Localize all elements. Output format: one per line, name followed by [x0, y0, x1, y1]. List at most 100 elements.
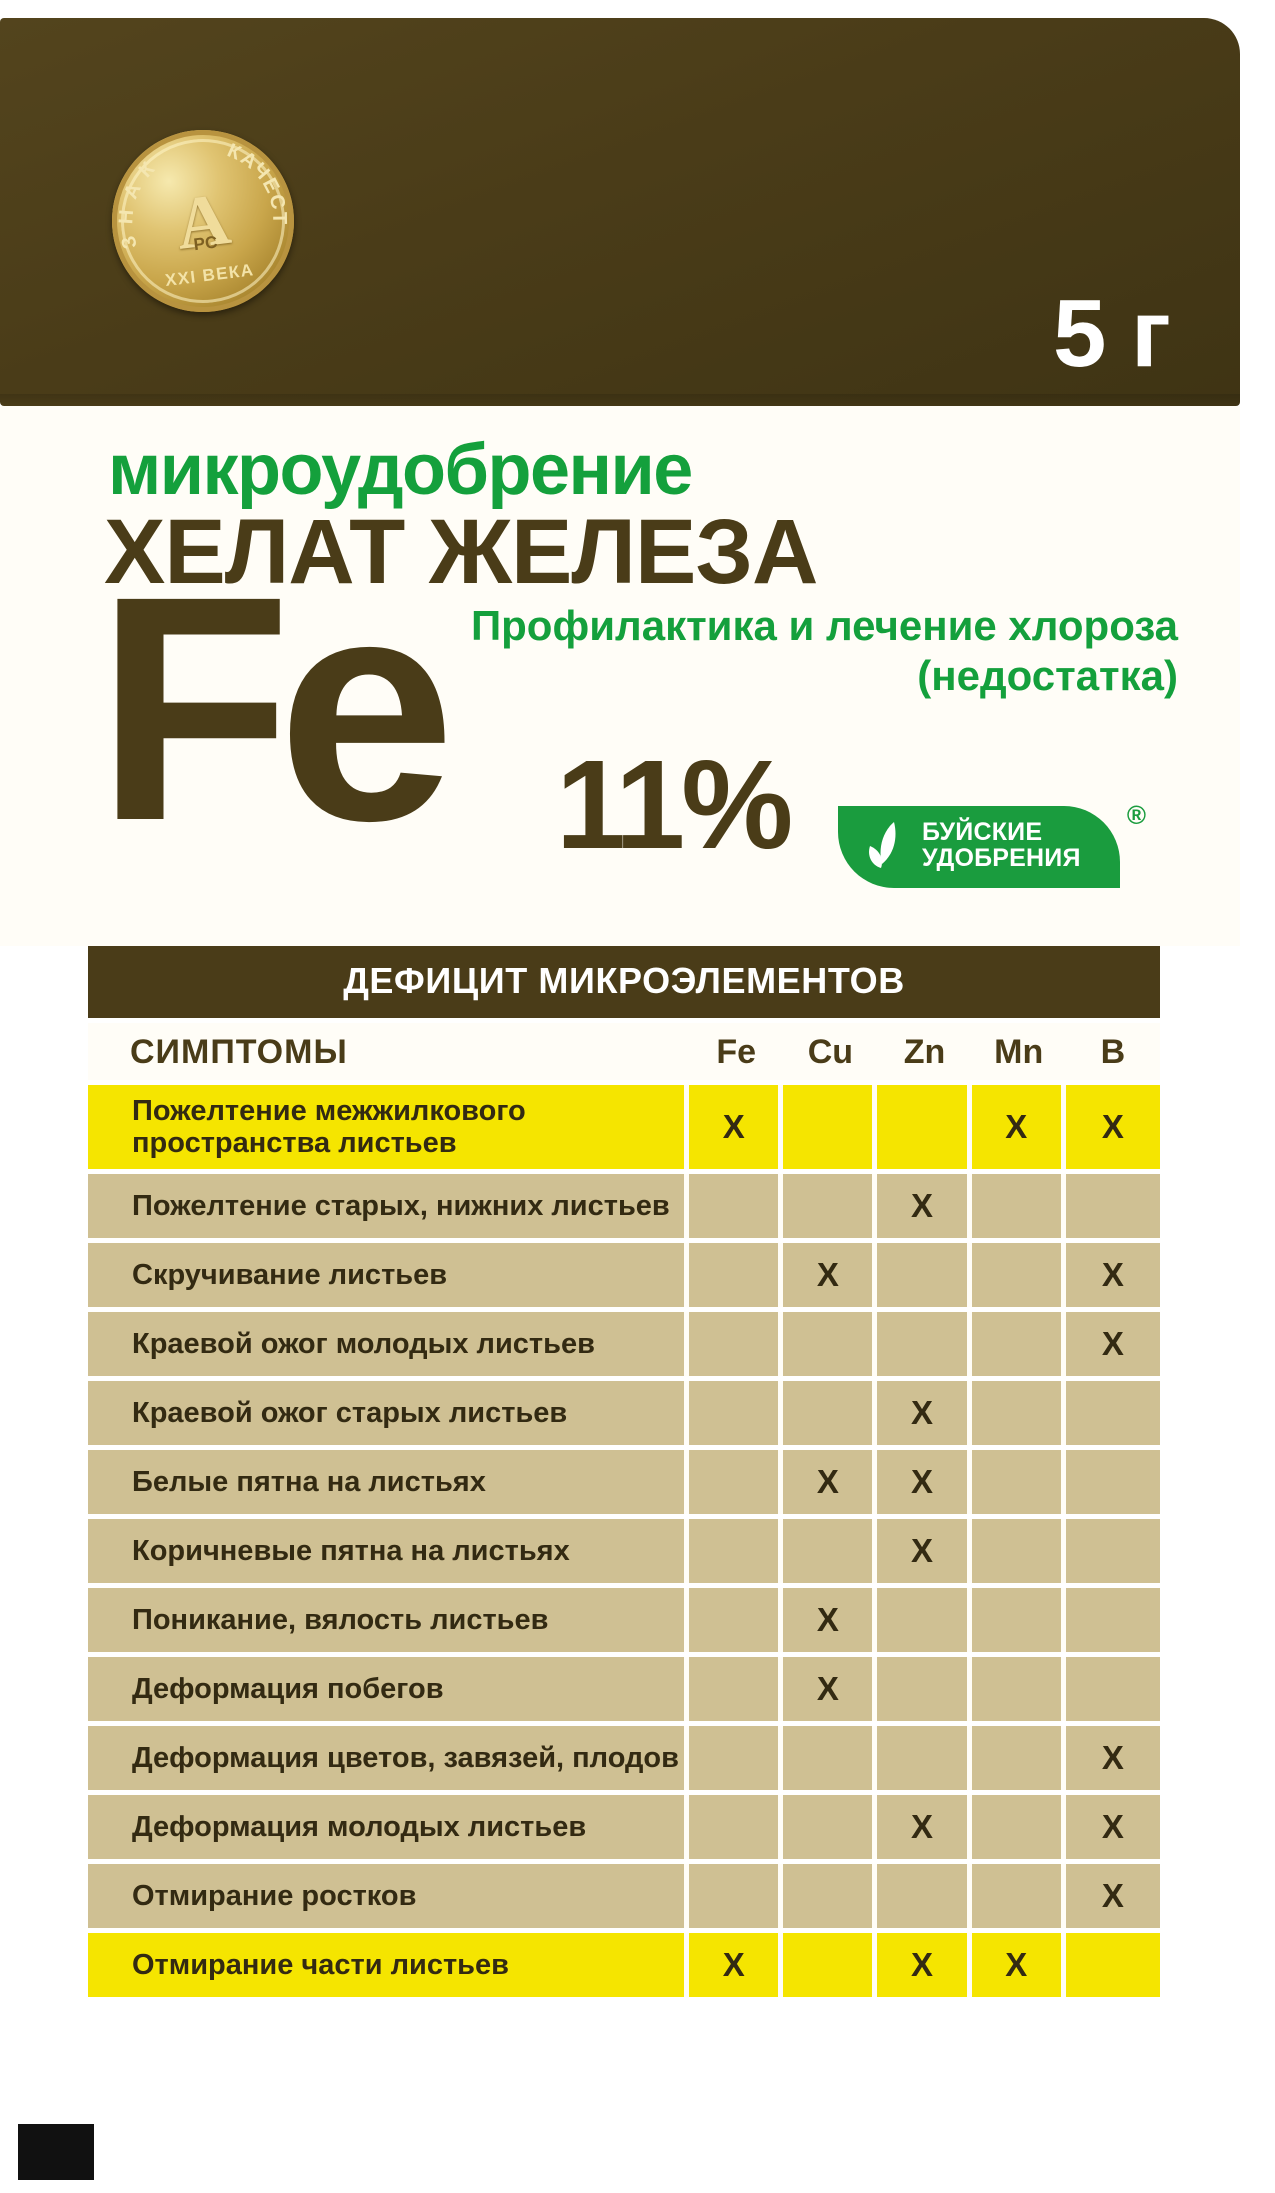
table-row: Пожелтение межжилкового пространства лис… — [88, 1085, 1160, 1169]
symptom-label: Белые пятна на листьях — [88, 1450, 690, 1514]
top-brown-band: З Н А К КАЧЕСТВА A РС XXI ВЕКА 5 г — [0, 18, 1240, 406]
symptom-mark-mn — [971, 1174, 1066, 1238]
symptom-mark-cu — [783, 1795, 878, 1859]
symptom-mark-b: X — [1065, 1085, 1160, 1169]
table-row: Деформация побегов X — [88, 1657, 1160, 1721]
symptom-mark-zn — [877, 1243, 972, 1307]
product-kicker: микроудобрение — [108, 430, 693, 510]
symptom-mark-b — [1065, 1381, 1160, 1445]
symptom-mark-fe — [689, 1450, 784, 1514]
brand-name-line2: УДОБРЕНИЯ — [922, 843, 1081, 872]
symptom-mark-mn — [971, 1243, 1066, 1307]
symptom-mark-cu: X — [783, 1588, 878, 1652]
brand-name-line1: БУЙСКИЕ — [922, 818, 1043, 846]
symptom-mark-mn — [971, 1588, 1066, 1652]
symptom-mark-zn: X — [877, 1450, 972, 1514]
leaf-icon — [869, 822, 896, 868]
column-header-fe: Fe — [689, 1023, 784, 1080]
symptom-mark-zn — [877, 1312, 972, 1376]
table-row: Коричневые пятна на листьях X — [88, 1519, 1160, 1583]
symptom-mark-zn — [877, 1657, 972, 1721]
bottom-seal-strip — [0, 2112, 1240, 2184]
symptom-label: Отмирание части листьев — [88, 1933, 690, 1997]
net-weight: 5 г — [1052, 280, 1171, 387]
symptom-mark-fe — [689, 1312, 784, 1376]
symptom-mark-cu: X — [783, 1657, 878, 1721]
tear-notch-mark — [18, 2124, 94, 2180]
symptom-label: Деформация молодых листьев — [88, 1795, 690, 1859]
brand-name: БУЙСКИЕ УДОБРЕНИЯ — [922, 818, 1081, 872]
symptom-mark-fe — [689, 1381, 784, 1445]
symptom-mark-mn — [971, 1450, 1066, 1514]
table-header-row: СИМПТОМЫ Fe Cu Zn Mn B — [88, 1023, 1160, 1080]
symptom-mark-fe — [689, 1726, 784, 1790]
table-banner: ДЕФИЦИТ МИКРОЭЛЕМЕНТОВ — [88, 946, 1160, 1018]
symptom-mark-b — [1065, 1519, 1160, 1583]
symptom-mark-fe — [689, 1588, 784, 1652]
symptom-mark-zn: X — [877, 1174, 972, 1238]
symptom-mark-cu — [783, 1085, 878, 1169]
table-row: Деформация молодых листьев X X — [88, 1795, 1160, 1859]
table-row: Поникание, вялость листьев X — [88, 1588, 1160, 1652]
symptom-mark-mn — [971, 1381, 1066, 1445]
product-subtitle-line1: Профилактика и лечение хлороза — [470, 602, 1178, 649]
symptom-mark-mn: X — [971, 1933, 1066, 1997]
element-percent: 11% — [556, 734, 793, 875]
symptom-mark-mn — [971, 1519, 1066, 1583]
symptom-label: Пожелтение старых, нижних листьев — [88, 1174, 690, 1238]
table-row: Скручивание листьев X X — [88, 1243, 1160, 1307]
table-row: Краевой ожог старых листьев X — [88, 1381, 1160, 1445]
symptom-mark-b: X — [1065, 1243, 1160, 1307]
table-row: Краевой ожог молодых листьев X — [88, 1312, 1160, 1376]
table-body: Пожелтение межжилкового пространства лис… — [88, 1085, 1160, 1997]
symptom-mark-b — [1065, 1657, 1160, 1721]
symptom-mark-b: X — [1065, 1795, 1160, 1859]
symptom-mark-cu — [783, 1381, 878, 1445]
element-symbol: Fe — [96, 529, 455, 887]
symptom-mark-cu — [783, 1312, 878, 1376]
deficiency-table: ДЕФИЦИТ МИКРОЭЛЕМЕНТОВ СИМПТОМЫ Fe Cu Zn… — [88, 946, 1160, 2002]
symptom-label: Деформация цветов, завязей, плодов — [88, 1726, 690, 1790]
symptom-label: Отмирание ростков — [88, 1864, 690, 1928]
column-header-zn: Zn — [877, 1023, 972, 1080]
symptom-mark-b — [1065, 1174, 1160, 1238]
table-head: СИМПТОМЫ Fe Cu Zn Mn B — [88, 1023, 1160, 1080]
sachet-body: З Н А К КАЧЕСТВА A РС XXI ВЕКА 5 г микро… — [0, 8, 1258, 2184]
symptom-mark-cu — [783, 1519, 878, 1583]
table-row: Пожелтение старых, нижних листьев X — [88, 1174, 1160, 1238]
symptom-mark-cu: X — [783, 1243, 878, 1307]
symptom-mark-cu: X — [783, 1450, 878, 1514]
symptom-mark-fe — [689, 1864, 784, 1928]
symptom-mark-zn — [877, 1588, 972, 1652]
symptom-mark-mn — [971, 1657, 1066, 1721]
column-header-cu: Cu — [783, 1023, 878, 1080]
symptom-mark-fe — [689, 1243, 784, 1307]
symptom-mark-zn — [877, 1085, 972, 1169]
table-row: Отмирание части листьев X X X — [88, 1933, 1160, 1997]
symptom-table: СИМПТОМЫ Fe Cu Zn Mn B Пожелтение межжил… — [88, 1018, 1160, 2002]
symptom-label: Коричневые пятна на листьях — [88, 1519, 690, 1583]
symptom-mark-mn: X — [971, 1085, 1066, 1169]
symptom-mark-cu — [783, 1864, 878, 1928]
symptom-label: Скручивание листьев — [88, 1243, 690, 1307]
symptom-mark-zn: X — [877, 1795, 972, 1859]
symptom-mark-mn — [971, 1864, 1066, 1928]
symptom-mark-b — [1065, 1588, 1160, 1652]
symptom-label: Поникание, вялость листьев — [88, 1588, 690, 1652]
symptom-mark-zn — [877, 1864, 972, 1928]
quality-mark-medallion: З Н А К КАЧЕСТВА A РС XXI ВЕКА — [101, 119, 305, 323]
symptom-mark-fe: X — [689, 1085, 784, 1169]
symptom-mark-zn: X — [877, 1933, 972, 1997]
symptom-mark-b: X — [1065, 1312, 1160, 1376]
column-header-symptoms: СИМПТОМЫ — [88, 1023, 690, 1080]
column-header-mn: Mn — [971, 1023, 1066, 1080]
column-header-b: B — [1065, 1023, 1160, 1080]
table-row: Белые пятна на листьях X X — [88, 1450, 1160, 1514]
symptom-mark-b — [1065, 1450, 1160, 1514]
symptom-mark-cu — [783, 1933, 878, 1997]
headline-block: микроудобрение ХЕЛАТ ЖЕЛЕЗА Fe Профилакт… — [0, 406, 1240, 946]
symptom-mark-zn: X — [877, 1381, 972, 1445]
symptom-label: Краевой ожог молодых листьев — [88, 1312, 690, 1376]
product-title: ХЕЛАТ ЖЕЛЕЗА — [104, 501, 818, 603]
symptom-mark-mn — [971, 1726, 1066, 1790]
